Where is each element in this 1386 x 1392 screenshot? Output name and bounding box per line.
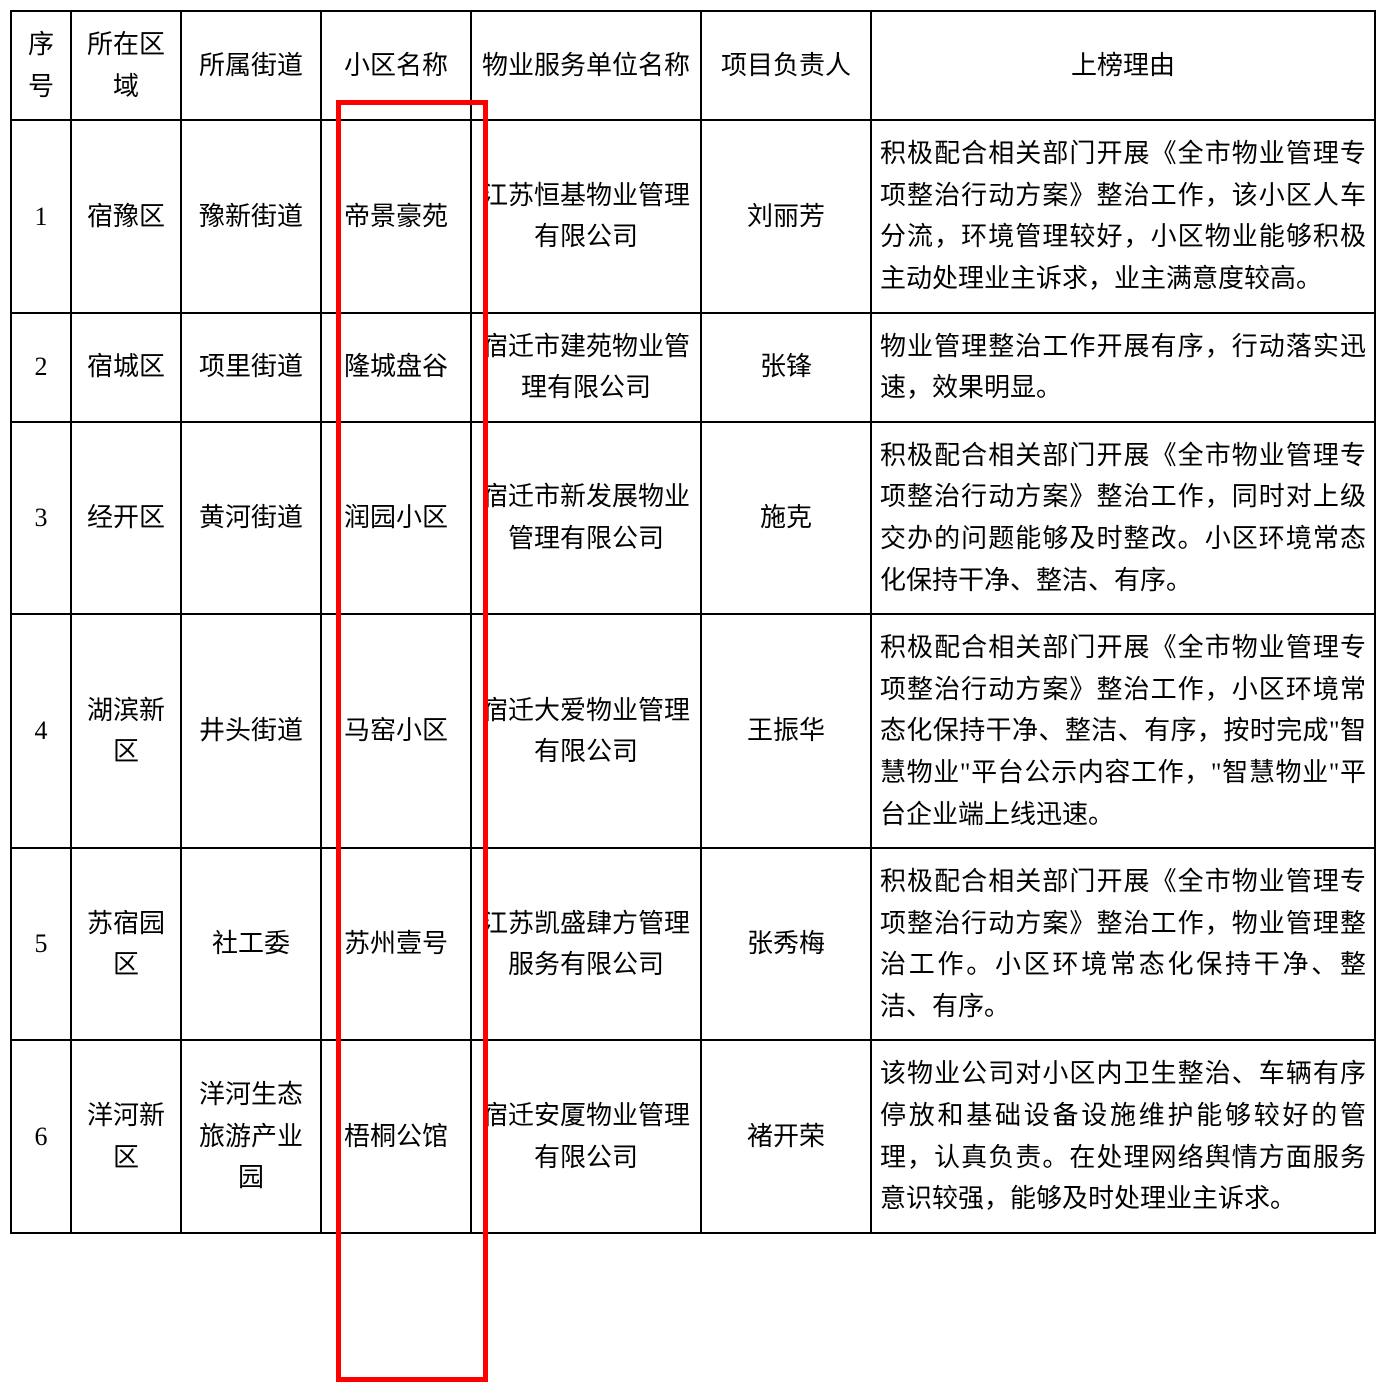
cell-street: 黄河街道 xyxy=(181,422,321,614)
cell-region: 宿城区 xyxy=(71,313,181,422)
table-row: 6洋河新区洋河生态旅游产业园梧桐公馆宿迁安厦物业管理有限公司褚开荣该物业公司对小… xyxy=(11,1040,1375,1232)
cell-company: 宿迁市新发展物业管理有限公司 xyxy=(471,422,701,614)
cell-community: 隆城盘谷 xyxy=(321,313,471,422)
cell-seq: 3 xyxy=(11,422,71,614)
cell-reason: 积极配合相关部门开展《全市物业管理专项整治行动方案》整治工作，该小区人车分流，环… xyxy=(871,120,1375,312)
cell-person: 褚开荣 xyxy=(701,1040,871,1232)
property-table: 序号 所在区域 所属街道 小区名称 物业服务单位名称 项目负责人 上榜理由 1宿… xyxy=(10,10,1376,1234)
cell-reason: 该物业公司对小区内卫生整治、车辆有序停放和基础设备设施维护能够较好的管理，认真负… xyxy=(871,1040,1375,1232)
cell-seq: 4 xyxy=(11,614,71,848)
cell-region: 苏宿园区 xyxy=(71,848,181,1040)
table-row: 5苏宿园区社工委苏州壹号江苏凯盛肆方管理服务有限公司张秀梅积极配合相关部门开展《… xyxy=(11,848,1375,1040)
cell-region: 湖滨新区 xyxy=(71,614,181,848)
cell-reason: 物业管理整治工作开展有序，行动落实迅速，效果明显。 xyxy=(871,313,1375,422)
cell-person: 施克 xyxy=(701,422,871,614)
cell-company: 宿迁大爱物业管理有限公司 xyxy=(471,614,701,848)
table-row: 1宿豫区豫新街道帝景豪苑江苏恒基物业管理有限公司刘丽芳积极配合相关部门开展《全市… xyxy=(11,120,1375,312)
header-seq: 序号 xyxy=(11,11,71,120)
cell-street: 项里街道 xyxy=(181,313,321,422)
cell-community: 苏州壹号 xyxy=(321,848,471,1040)
cell-seq: 5 xyxy=(11,848,71,1040)
cell-seq: 1 xyxy=(11,120,71,312)
cell-reason: 积极配合相关部门开展《全市物业管理专项整治行动方案》整治工作，小区环境常态化保持… xyxy=(871,614,1375,848)
table-row: 4湖滨新区井头街道马窑小区宿迁大爱物业管理有限公司王振华积极配合相关部门开展《全… xyxy=(11,614,1375,848)
cell-seq: 6 xyxy=(11,1040,71,1232)
table-container: 序号 所在区域 所属街道 小区名称 物业服务单位名称 项目负责人 上榜理由 1宿… xyxy=(10,10,1376,1234)
cell-region: 洋河新区 xyxy=(71,1040,181,1232)
cell-person: 张秀梅 xyxy=(701,848,871,1040)
cell-seq: 2 xyxy=(11,313,71,422)
table-row: 3经开区黄河街道润园小区宿迁市新发展物业管理有限公司施克积极配合相关部门开展《全… xyxy=(11,422,1375,614)
header-person: 项目负责人 xyxy=(701,11,871,120)
cell-company: 江苏恒基物业管理有限公司 xyxy=(471,120,701,312)
table-body: 1宿豫区豫新街道帝景豪苑江苏恒基物业管理有限公司刘丽芳积极配合相关部门开展《全市… xyxy=(11,120,1375,1233)
header-street: 所属街道 xyxy=(181,11,321,120)
cell-street: 洋河生态旅游产业园 xyxy=(181,1040,321,1232)
table-row: 2宿城区项里街道隆城盘谷宿迁市建苑物业管理有限公司张锋物业管理整治工作开展有序，… xyxy=(11,313,1375,422)
cell-company: 宿迁市建苑物业管理有限公司 xyxy=(471,313,701,422)
cell-person: 张锋 xyxy=(701,313,871,422)
header-company: 物业服务单位名称 xyxy=(471,11,701,120)
header-community: 小区名称 xyxy=(321,11,471,120)
cell-community: 马窑小区 xyxy=(321,614,471,848)
cell-community: 润园小区 xyxy=(321,422,471,614)
cell-street: 豫新街道 xyxy=(181,120,321,312)
cell-person: 刘丽芳 xyxy=(701,120,871,312)
cell-street: 社工委 xyxy=(181,848,321,1040)
cell-region: 经开区 xyxy=(71,422,181,614)
cell-person: 王振华 xyxy=(701,614,871,848)
cell-community: 梧桐公馆 xyxy=(321,1040,471,1232)
cell-company: 江苏凯盛肆方管理服务有限公司 xyxy=(471,848,701,1040)
cell-company: 宿迁安厦物业管理有限公司 xyxy=(471,1040,701,1232)
cell-community: 帝景豪苑 xyxy=(321,120,471,312)
cell-reason: 积极配合相关部门开展《全市物业管理专项整治行动方案》整治工作，物业管理整治工作。… xyxy=(871,848,1375,1040)
cell-region: 宿豫区 xyxy=(71,120,181,312)
cell-reason: 积极配合相关部门开展《全市物业管理专项整治行动方案》整治工作，同时对上级交办的问… xyxy=(871,422,1375,614)
cell-street: 井头街道 xyxy=(181,614,321,848)
table-header-row: 序号 所在区域 所属街道 小区名称 物业服务单位名称 项目负责人 上榜理由 xyxy=(11,11,1375,120)
header-region: 所在区域 xyxy=(71,11,181,120)
header-reason: 上榜理由 xyxy=(871,11,1375,120)
